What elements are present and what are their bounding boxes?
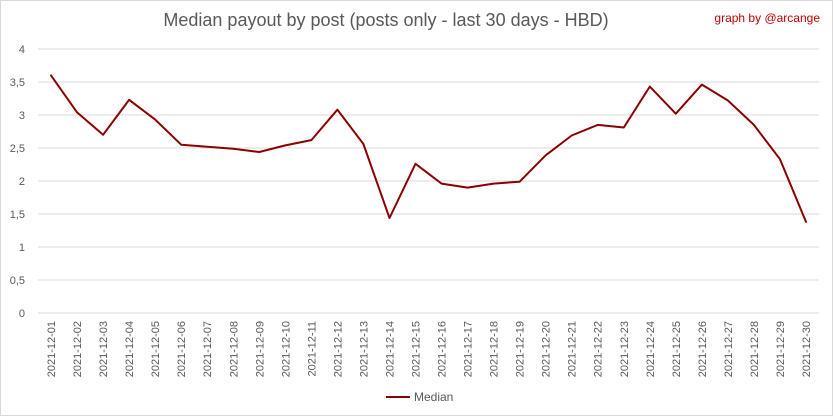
x-tick-label: 2021-12-28 — [749, 321, 761, 377]
x-tick-label: 2021-12-19 — [515, 321, 527, 377]
x-tick-label: 2021-12-23 — [619, 321, 631, 377]
x-tick-label: 2021-12-10 — [280, 321, 292, 377]
x-tick-label: 2021-12-17 — [463, 321, 475, 377]
chart-title: Median payout by post (posts only - last… — [163, 10, 609, 30]
y-tick-label: 3,5 — [10, 77, 25, 89]
x-tick-label: 2021-12-15 — [410, 321, 422, 377]
x-tick-label: 2021-12-30 — [801, 321, 813, 377]
y-tick-label: 0,5 — [10, 275, 25, 287]
y-tick-label: 1 — [19, 242, 25, 254]
x-tick-label: 2021-12-02 — [72, 321, 84, 377]
x-tick-label: 2021-12-22 — [593, 321, 605, 377]
x-tick-label: 2021-12-27 — [723, 321, 735, 377]
x-tick-label: 2021-12-20 — [541, 321, 553, 377]
x-tick-label: 2021-12-14 — [384, 321, 396, 377]
x-tick-label: 2021-12-12 — [332, 321, 344, 377]
y-tick-label: 3 — [19, 110, 25, 122]
x-tick-label: 2021-12-04 — [124, 321, 136, 377]
x-tick-label: 2021-12-08 — [228, 321, 240, 377]
x-tick-label: 2021-12-21 — [567, 321, 579, 377]
x-tick-label: 2021-12-05 — [150, 321, 162, 377]
x-tick-label: 2021-12-11 — [306, 321, 318, 376]
x-tick-label: 2021-12-16 — [437, 321, 449, 377]
x-tick-label: 2021-12-06 — [176, 321, 188, 377]
legend-label-median: Median — [414, 390, 453, 404]
y-tick-label: 2,5 — [10, 143, 25, 155]
x-tick-label: 2021-12-29 — [775, 321, 787, 377]
x-tick-label: 2021-12-09 — [254, 321, 266, 377]
credit-label: graph by @arcange — [714, 11, 820, 25]
x-tick-label: 2021-12-26 — [697, 321, 709, 377]
x-tick-label: 2021-12-13 — [358, 321, 370, 377]
x-tick-label: 2021-12-24 — [645, 321, 657, 377]
x-tick-label: 2021-12-03 — [98, 321, 110, 377]
y-tick-label: 1,5 — [10, 209, 25, 221]
x-tick-label: 2021-12-01 — [46, 321, 58, 377]
y-tick-label: 4 — [19, 44, 25, 56]
series-line-median — [50, 74, 807, 223]
y-tick-label: 0 — [19, 308, 25, 320]
x-tick-label: 2021-12-25 — [671, 321, 683, 377]
y-tick-label: 2 — [19, 176, 25, 188]
x-tick-label: 2021-12-07 — [202, 321, 214, 377]
x-tick-label: 2021-12-18 — [489, 321, 501, 377]
